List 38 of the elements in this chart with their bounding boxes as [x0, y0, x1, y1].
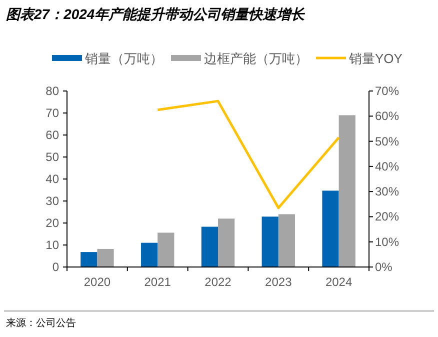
y-tick-label: 50 [46, 150, 60, 164]
y-tick-label: 40 [46, 172, 60, 186]
y-tick-label: 70 [46, 106, 60, 120]
y2-tick-label: 0% [375, 260, 393, 274]
bar [262, 216, 278, 267]
y2-tick-label: 20% [375, 210, 400, 224]
y-tick-label: 0 [52, 260, 60, 274]
y2-tick-label: 50% [375, 134, 400, 148]
y-tick-label: 80 [46, 84, 60, 98]
bar [97, 248, 114, 267]
y-tick-label: 30 [46, 194, 60, 208]
x-tick-label: 2020 [84, 275, 111, 289]
y-tick-label: 60 [46, 128, 60, 142]
y2-tick-label: 60% [375, 109, 400, 124]
y2-tick-label: 70% [375, 84, 400, 98]
bar [201, 226, 218, 267]
source-note: 来源：公司公告 [6, 317, 76, 329]
bar [80, 252, 98, 267]
x-tick-label: 2023 [265, 275, 292, 289]
legend-label: 边框产能（万吨） [204, 51, 308, 66]
bar [278, 214, 296, 267]
y2-tick-label: 30% [375, 184, 400, 199]
y-tick-label: 20 [46, 216, 60, 230]
y-tick-label: 10 [46, 238, 60, 252]
x-tick-label: 2024 [325, 275, 352, 289]
y2-tick-label: 40% [375, 159, 400, 174]
bar [158, 232, 174, 267]
bar [322, 190, 339, 267]
y2-tick-label: 10% [375, 234, 400, 249]
x-tick-label: 2021 [144, 275, 172, 289]
chart-title: 图表27：2024年产能提升带动公司销量快速增长 [6, 6, 306, 22]
line-series [156, 100, 340, 210]
x-tick-label: 2022 [204, 275, 232, 289]
legend-label: 销量（万吨） [84, 51, 163, 66]
bar [140, 242, 158, 267]
bar [218, 218, 235, 267]
legend-label: 销量YOY [348, 51, 403, 66]
bar [338, 115, 356, 267]
